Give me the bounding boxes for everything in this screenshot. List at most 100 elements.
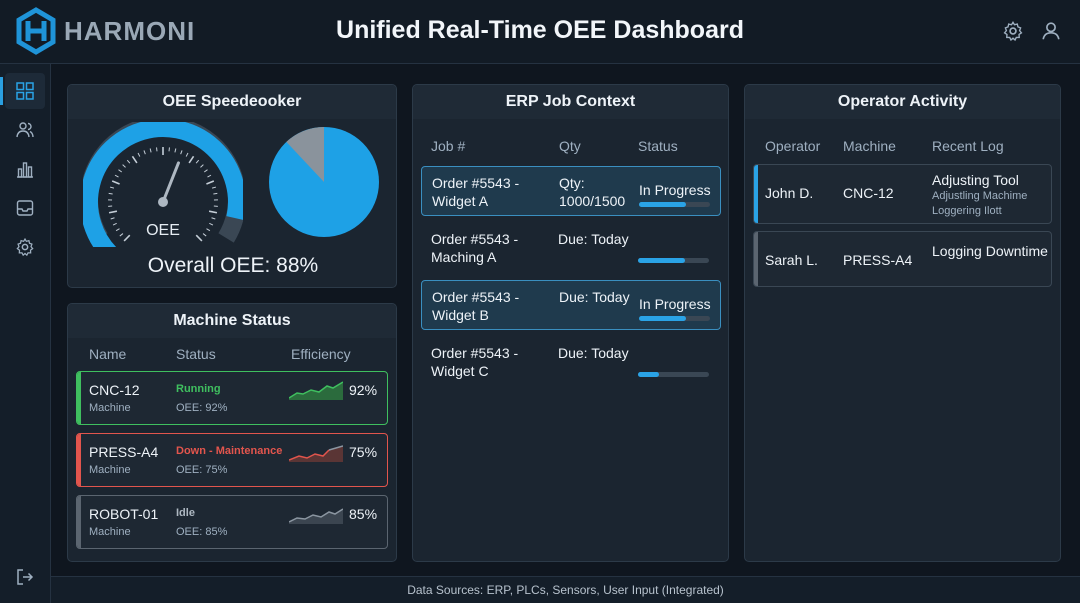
sidebar-item-logout[interactable] <box>5 559 45 595</box>
overall-oee: Overall OEE: 88% <box>147 254 319 277</box>
gauge-tick <box>206 180 215 185</box>
gauge-tick <box>112 222 117 226</box>
settings-icon[interactable] <box>1002 20 1024 42</box>
job-row[interactable]: Order #5543 - Widget B Due: Today In Pro… <box>421 280 721 330</box>
gauge-tick <box>108 210 118 214</box>
machine-type: Machine <box>89 402 131 414</box>
col-head-qty: Qty <box>559 138 581 154</box>
oee-panel-title: OEE Speedeooker <box>68 85 396 119</box>
col-head-status: Status <box>638 138 678 154</box>
col-head-machine: Machine <box>843 138 896 154</box>
gauge-tick <box>122 164 126 168</box>
sidebar-item-analytics[interactable] <box>5 151 45 187</box>
gauge-tick <box>126 159 131 164</box>
job-progress-fill <box>639 316 686 321</box>
gauge-tick <box>200 164 204 168</box>
job-progress-bar <box>639 202 710 207</box>
operator-row[interactable]: John D. CNC-12 Adjusting Tool Adjustling… <box>753 164 1052 224</box>
gauge-tick <box>109 186 115 189</box>
sidebar-item-dashboard[interactable] <box>0 73 45 109</box>
inbox-icon <box>16 200 34 216</box>
gauge-tick <box>118 169 123 173</box>
col-head-recent-log: Recent Log <box>932 138 1004 154</box>
gear-icon <box>16 237 34 257</box>
gauge-tick <box>143 150 146 155</box>
col-head-job: Job # <box>431 138 466 154</box>
harmoni-logo-icon <box>16 7 56 55</box>
gauge-label: OEE <box>146 222 180 239</box>
gauge-tick <box>110 217 115 220</box>
machine-name: CNC-12 <box>89 382 140 398</box>
gauge-tick <box>149 148 152 153</box>
gauge-tick <box>174 148 177 153</box>
gauge-tick <box>207 174 212 178</box>
gauge-tick <box>131 155 138 164</box>
gauge-tick <box>185 152 189 157</box>
page-title: Unified Real-Time OEE Dashboard <box>336 16 744 44</box>
users-icon <box>16 122 34 138</box>
job-qty: Due: Today <box>558 345 629 361</box>
machine-status-panel: Machine Status Name Status Efficiency CN… <box>67 303 397 562</box>
gauge-tick <box>111 180 120 185</box>
gauge-tick <box>119 233 124 237</box>
machine-card[interactable]: CNC-12 Machine Running OEE: 92% 92% <box>76 371 388 425</box>
sidebar <box>0 64 51 603</box>
gauge-tick <box>211 186 217 189</box>
dashboard-grid-icon <box>16 82 34 100</box>
user-icon[interactable] <box>1040 20 1062 42</box>
gauge-tick <box>208 210 218 214</box>
log-detail: Adjustling Machime Loggering Ilott <box>932 190 1028 217</box>
machine-oee: OEE: 92% <box>176 402 228 414</box>
operator-machine: CNC-12 <box>843 185 894 201</box>
gauge-tick <box>188 155 195 164</box>
efficiency-sparkline <box>289 381 343 400</box>
job-qty: Due: Today <box>559 289 630 305</box>
machine-card[interactable]: ROBOT-01 Machine Idle OEE: 85% 85% <box>76 495 388 549</box>
operator-row[interactable]: Sarah L. PRESS-A4 Logging Downtime <box>753 231 1052 287</box>
gauge-tick <box>123 234 131 242</box>
sidebar-item-inbox[interactable] <box>5 190 45 226</box>
gauge-tick <box>209 222 214 226</box>
gauge-tick <box>137 152 141 157</box>
job-id: Order #5543 - Widget B <box>432 289 520 323</box>
sidebar-item-users[interactable] <box>5 112 45 148</box>
job-qty: Qty: 1000/1500 <box>559 175 626 209</box>
job-row[interactable]: Order #5543 - Widget C Due: Today <box>421 337 721 387</box>
machine-efficiency: 75% <box>349 444 378 460</box>
gauge-tick <box>115 228 120 232</box>
log-title: Adjusting Tool <box>932 172 1019 188</box>
machine-card[interactable]: PRESS-A4 Machine Down - Maintenance OEE:… <box>76 433 388 487</box>
gauge-tick <box>213 192 218 195</box>
job-status: In Progress <box>639 296 711 312</box>
operator-panel: Operator Activity Operator Machine Recen… <box>744 84 1061 562</box>
status-bar <box>77 434 81 486</box>
machine-status: Running <box>176 383 221 395</box>
job-row[interactable]: Order #5543 - Widget A Qty: 1000/1500 In… <box>421 166 721 216</box>
job-row[interactable]: Order #5543 - Maching A Due: Today <box>421 223 721 273</box>
sidebar-item-settings[interactable] <box>5 229 45 265</box>
oee-panel: OEE Speedeooker OEE Overall OEE: 88% <box>67 84 397 288</box>
status-bar <box>77 372 81 424</box>
machine-type: Machine <box>89 526 131 538</box>
activity-bar <box>754 165 758 223</box>
machine-efficiency: 85% <box>349 506 378 522</box>
operator-log: Adjusting Tool Adjustling Machime Logger… <box>932 171 1050 219</box>
gauge-tick <box>108 192 113 195</box>
machine-efficiency: 92% <box>349 382 378 398</box>
operator-log: Logging Downtime <box>932 243 1048 259</box>
gauge-tick <box>195 159 200 164</box>
job-progress-fill <box>638 372 660 377</box>
gauge-tick <box>206 228 211 232</box>
brand-name: HARMONI <box>64 16 196 46</box>
operator-name: Sarah L. <box>765 252 818 268</box>
col-head-operator: Operator <box>765 138 821 154</box>
gauge-tick <box>180 150 183 155</box>
data-sources-footer: Data Sources: ERP, PLCs, Sensors, User I… <box>51 576 1080 603</box>
col-head-name: Name <box>89 346 127 362</box>
gauge-tick <box>114 174 119 178</box>
job-qty: Due: Today <box>558 231 629 247</box>
job-id: Order #5543 - Maching A <box>431 231 519 265</box>
col-head-status: Status <box>176 346 216 362</box>
oee-gauge: OEE <box>83 122 243 247</box>
status-bar <box>77 496 81 548</box>
